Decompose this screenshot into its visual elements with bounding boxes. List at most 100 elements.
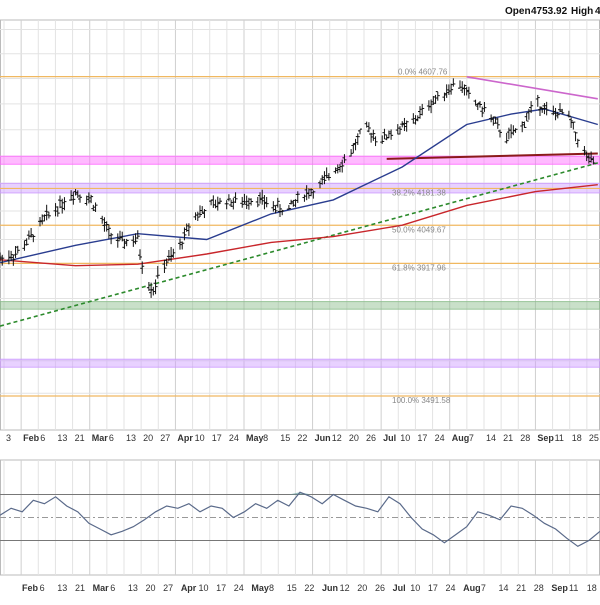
ohlc-bar: [386, 130, 391, 139]
x-tick-label-bottom: Mar: [93, 583, 110, 593]
x-tick-label-bottom: 8: [269, 583, 274, 593]
ohlc-bar: [342, 154, 347, 164]
ohlc-bar: [553, 107, 558, 121]
ohlc-bar: [364, 121, 369, 128]
x-tick-label: 26: [366, 433, 376, 443]
ohlc-bar: [151, 286, 156, 296]
ohlc-bar: [586, 153, 591, 164]
ohlc-bar: [324, 167, 329, 179]
ohlc-bar: [489, 114, 494, 123]
ohlc-bar: [304, 185, 309, 201]
ohlc-bar: [366, 122, 371, 133]
ohlc-bar: [162, 259, 167, 274]
ohlc-bar: [6, 250, 11, 265]
ohlc-bar: [420, 103, 425, 116]
ohlc-bar: [571, 121, 576, 130]
x-tick-label-bottom: 28: [534, 583, 544, 593]
x-tick-label: Jun: [315, 433, 331, 443]
x-tick-label: 24: [435, 433, 445, 443]
x-tick-label: 12: [332, 433, 342, 443]
support-line: [386, 152, 598, 160]
ohlc-bar: [442, 92, 447, 102]
ohlc-bar: [513, 128, 518, 133]
x-tick-label: 17: [212, 433, 222, 443]
x-tick-label-bottom: Apr: [181, 583, 197, 593]
ohlc-bar: [566, 110, 571, 118]
ohlc-bar: [93, 202, 98, 212]
ohlc-bar: [462, 84, 467, 96]
trendlines: [0, 76, 599, 327]
ohlc-bar: [40, 214, 45, 225]
ohlc-bar: [102, 217, 107, 232]
fib-level-label: 61.8% 3917.96: [392, 263, 446, 272]
x-tick-label: 21: [503, 433, 513, 443]
ohlc-bar: [155, 265, 160, 279]
ohlc-bar: [558, 102, 562, 112]
ohlc-bar: [53, 203, 58, 217]
ohlc-bar: [118, 230, 122, 241]
x-tick-label: 21: [75, 433, 85, 443]
ohlc-bar: [153, 279, 158, 295]
rsi-overbought-fill: [0, 492, 600, 495]
ohlc-bar: [369, 132, 374, 143]
ohlc-bar: [293, 199, 298, 208]
ohlc-bar: [218, 197, 222, 204]
ohlc-bar: [306, 188, 311, 199]
x-axis: 3 Feb 6 13 21 Mar 6 13 20 27 Apr 10 17 24 May 8 15 22 Jun 1…: [6, 433, 599, 443]
ohlc-bar: [200, 206, 205, 214]
ohlc-bar: [575, 138, 580, 148]
rsi-panel: [0, 491, 600, 548]
ohlc-bar: [0, 252, 2, 262]
x-tick-label: 13: [126, 433, 136, 443]
ohlc-bar: [260, 189, 265, 205]
x-tick-label-bottom: 26: [375, 583, 385, 593]
ohlc-bar: [426, 100, 431, 111]
x-tick-label-bottom: 6: [40, 583, 45, 593]
ohlc-bar: [166, 249, 171, 261]
ohlc-bar: [582, 146, 587, 156]
ohlc-bar: [195, 211, 200, 221]
ohlc-bar: [449, 83, 454, 95]
x-tick-label: 11: [555, 433, 564, 443]
ohlc-bar: [280, 209, 285, 216]
ohlc-bar: [86, 192, 91, 204]
moving-averages: [0, 108, 598, 267]
ohlc-bar: [178, 238, 182, 250]
ohlc-bar: [446, 84, 451, 95]
ohlc-bar: [340, 159, 345, 173]
ohlc-bar: [560, 108, 565, 114]
x-tick-label: Sep: [537, 433, 554, 443]
ohlc-bar: [26, 230, 31, 240]
ohlc-bar: [398, 126, 402, 135]
ohlc-bar: [211, 195, 216, 208]
ohlc-bar: [0, 254, 5, 266]
ohlc-bar: [380, 135, 385, 144]
ohlc-bar: [326, 173, 331, 181]
ohlc-bar: [475, 102, 480, 111]
ohlc-bar: [302, 194, 307, 202]
ohlc-bar: [415, 115, 420, 122]
ohlc-bar: [358, 128, 362, 135]
ohlc-bar: [124, 238, 129, 247]
ohlc-bar: [278, 204, 282, 218]
ohlc-bar: [31, 234, 36, 243]
ohlc-bar: [249, 198, 254, 206]
ohlc-bar: [535, 94, 540, 107]
ohlc-bar: [231, 198, 236, 210]
ohlc-bar: [122, 238, 127, 249]
ohlc-bar: [60, 198, 65, 214]
ohlc-bar: [309, 188, 314, 197]
ohlc-bar: [335, 164, 340, 174]
ohlc-bar: [264, 196, 269, 208]
ohlc-bar: [389, 129, 394, 140]
ohlc-bar: [435, 91, 440, 101]
x-tick-label: 8: [263, 433, 268, 443]
x-tick-label: 22: [297, 433, 307, 443]
price-bars: [0, 78, 596, 298]
x-tick-label: 17: [417, 433, 427, 443]
ohlc-bar: [169, 246, 174, 262]
ohlc-bar: [451, 78, 456, 87]
x-tick-label-bottom: 27: [163, 583, 173, 593]
ohlc-bar: [73, 189, 78, 196]
